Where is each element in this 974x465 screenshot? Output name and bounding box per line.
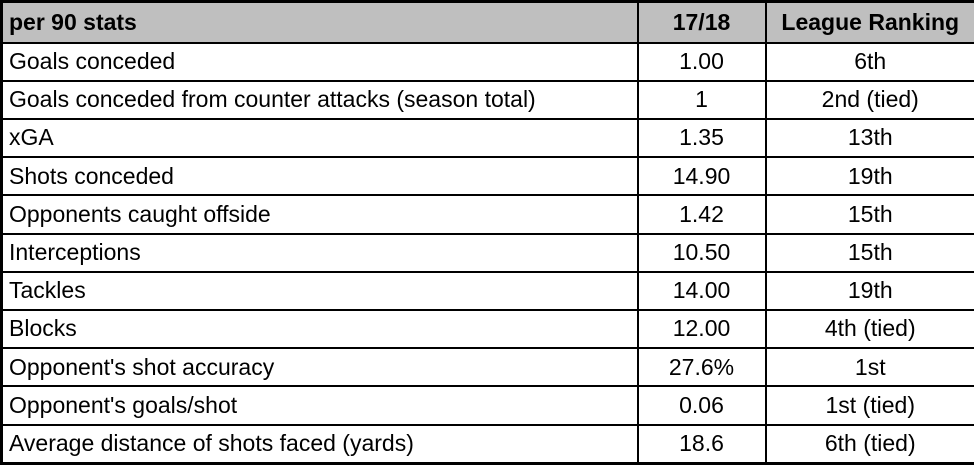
table-row: Shots conceded 14.90 19th	[0, 156, 974, 197]
stat-value: 14.90	[636, 156, 767, 197]
header-row: per 90 stats 17/18 League Ranking	[0, 0, 974, 44]
stat-ranking: 6th	[764, 41, 974, 82]
stat-ranking: 1st (tied)	[764, 385, 974, 426]
stat-label: Shots conceded	[0, 156, 639, 197]
stat-value: 27.6%	[636, 347, 767, 388]
stat-value: 0.06	[636, 385, 767, 426]
stat-value: 14.00	[636, 270, 767, 311]
stat-value: 12.00	[636, 308, 767, 350]
stat-value: 18.6	[636, 423, 767, 465]
stat-ranking: 4th (tied)	[764, 308, 974, 350]
table-row: xGA 1.35 13th	[0, 117, 974, 159]
stat-label: Opponent's goals/shot	[0, 385, 639, 426]
stat-ranking: 19th	[764, 270, 974, 311]
stat-ranking: 15th	[764, 194, 974, 235]
stat-ranking: 13th	[764, 117, 974, 159]
stat-label: Tackles	[0, 270, 639, 311]
stat-label: xGA	[0, 117, 639, 159]
stat-label: Goals conceded from counter attacks (sea…	[0, 79, 639, 120]
stat-ranking: 6th (tied)	[764, 423, 974, 465]
header-season: 17/18	[636, 0, 767, 44]
table-row: Average distance of shots faced (yards) …	[0, 423, 974, 465]
table-row: Opponent's shot accuracy 27.6% 1st	[0, 347, 974, 388]
stat-label: Average distance of shots faced (yards)	[0, 423, 639, 465]
stat-ranking: 2nd (tied)	[764, 79, 974, 120]
stat-value: 10.50	[636, 232, 767, 273]
table-header: per 90 stats 17/18 League Ranking	[0, 0, 974, 44]
table-body: Goals conceded 1.00 6th Goals conceded f…	[0, 41, 974, 465]
stat-ranking: 15th	[764, 232, 974, 273]
table-row: Opponents caught offside 1.42 15th	[0, 194, 974, 235]
stat-value: 1	[636, 79, 767, 120]
stat-label: Opponent's shot accuracy	[0, 347, 639, 388]
stat-ranking: 1st	[764, 347, 974, 388]
table-row: Blocks 12.00 4th (tied)	[0, 308, 974, 350]
stat-label: Opponents caught offside	[0, 194, 639, 235]
stat-label: Goals conceded	[0, 41, 639, 82]
stat-value: 1.00	[636, 41, 767, 82]
table-row: Tackles 14.00 19th	[0, 270, 974, 311]
stat-value: 1.35	[636, 117, 767, 159]
table-row: Goals conceded 1.00 6th	[0, 41, 974, 82]
header-stat-name: per 90 stats	[0, 0, 639, 44]
stat-value: 1.42	[636, 194, 767, 235]
table-row: Opponent's goals/shot 0.06 1st (tied)	[0, 385, 974, 426]
stat-label: Interceptions	[0, 232, 639, 273]
table-row: Interceptions 10.50 15th	[0, 232, 974, 273]
stat-label: Blocks	[0, 308, 639, 350]
stat-ranking: 19th	[764, 156, 974, 197]
table-row: Goals conceded from counter attacks (sea…	[0, 79, 974, 120]
header-league-ranking: League Ranking	[764, 0, 974, 44]
